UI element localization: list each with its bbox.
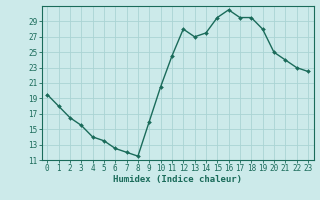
X-axis label: Humidex (Indice chaleur): Humidex (Indice chaleur) xyxy=(113,175,242,184)
